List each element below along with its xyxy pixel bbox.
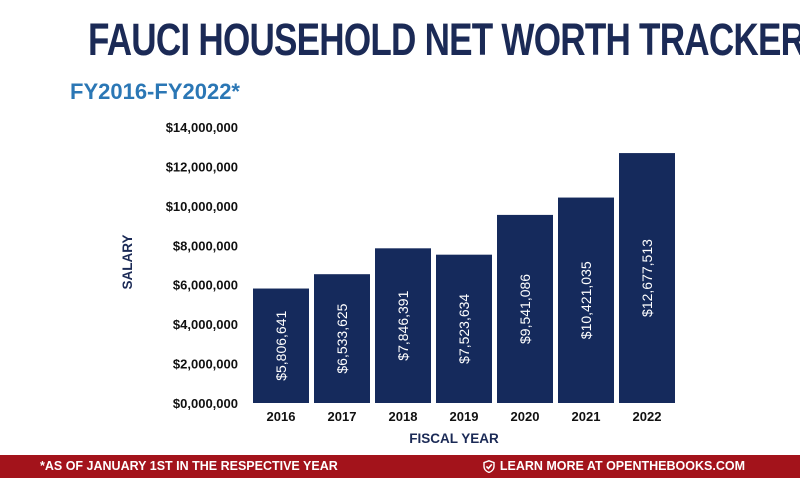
learn-more-label: LEARN MORE AT OPENTHEBOOKS.COM (499, 459, 745, 473)
y-tick-label: $14,000,000 (166, 120, 238, 135)
bar-value-label: $9,541,086 (517, 274, 533, 344)
x-tick-label: 2017 (328, 409, 357, 424)
bar-2019 (436, 254, 492, 403)
y-axis-label: SALARY (120, 234, 135, 289)
y-tick-label: $8,000,000 (173, 238, 238, 253)
y-tick-label: $6,000,000 (173, 278, 238, 293)
y-tick-label: $0,000,000 (173, 396, 238, 411)
x-tick-label: 2020 (511, 409, 540, 424)
bar-chart: $0,000,000 $2,000,000 $4,000,000 $6,000,000… (120, 120, 675, 446)
learn-more-link[interactable]: LEARN MORE AT OPENTHEBOOKS.COM (483, 459, 745, 473)
bar-value-label: $5,806,641 (273, 311, 289, 381)
bar-value-label: $12,677,513 (639, 239, 655, 317)
bar-value-label: $7,846,391 (395, 290, 411, 360)
bar-2022 (619, 153, 675, 403)
y-tick-label: $10,000,000 (166, 199, 238, 214)
chart-subtitle: FY2016-FY2022* (70, 79, 240, 104)
x-tick-label: 2018 (389, 409, 418, 424)
y-tick-label: $2,000,000 (173, 357, 238, 372)
y-tick-label: $4,000,000 (173, 317, 238, 332)
x-tick-label: 2021 (572, 409, 601, 424)
bars: $5,806,641 $6,533,625 $7,846,391 $7,523,634… (253, 153, 675, 403)
checkmark-shield-icon (483, 459, 495, 473)
x-tick-label: 2022 (633, 409, 662, 424)
bar-2021 (558, 197, 614, 403)
footnote: *AS OF JANUARY 1ST IN THE RESPECTIVE YEA… (40, 459, 338, 473)
bar-value-label: $7,523,634 (456, 294, 472, 364)
x-axis-ticks: 2016 2017 2018 2019 2020 2021 2022 (267, 409, 662, 424)
chart-title: FAUCI HOUSEHOLD NET WORTH TRACKER (88, 14, 800, 65)
bar-2016 (253, 288, 309, 403)
x-tick-label: 2016 (267, 409, 296, 424)
x-axis-label: FISCAL YEAR (409, 431, 499, 446)
bar-2018 (375, 248, 431, 403)
footer-bar: *AS OF JANUARY 1ST IN THE RESPECTIVE YEA… (0, 455, 800, 478)
bar-2017 (314, 274, 370, 403)
y-axis-ticks: $0,000,000 $2,000,000 $4,000,000 $6,000,000… (166, 120, 238, 411)
bar-2020 (497, 214, 553, 403)
x-tick-label: 2019 (450, 409, 479, 424)
bar-value-label: $6,533,625 (334, 303, 350, 373)
y-tick-label: $12,000,000 (166, 159, 238, 174)
bar-value-label: $10,421,035 (578, 261, 594, 339)
